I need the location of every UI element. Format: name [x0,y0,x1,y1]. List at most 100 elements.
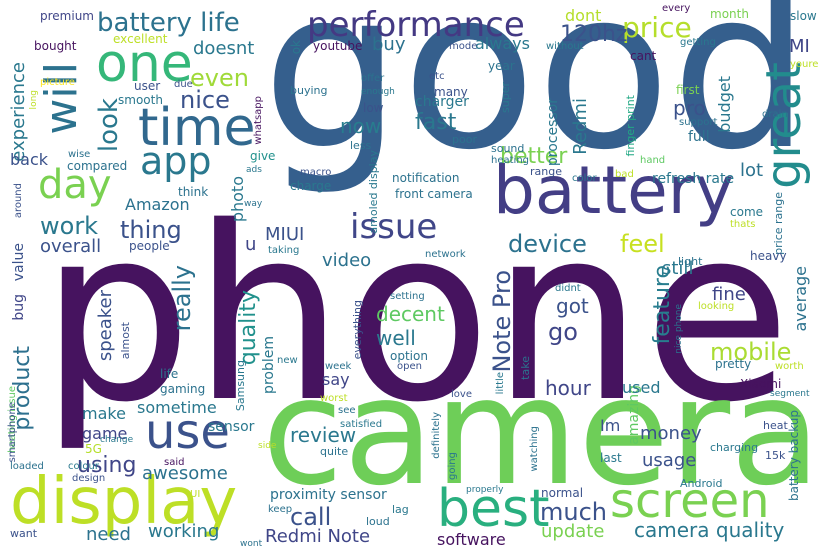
word-mobile: mobile [710,338,792,366]
word-sensor: sensor [208,419,255,435]
word-5g: 5G [85,442,102,456]
word-network: network [425,249,466,260]
word-charger: charger [415,94,469,110]
word-fast: fast [415,110,457,135]
word-buying: buying [290,84,328,97]
word-fine: fine [712,284,746,305]
word-segment: segment [770,389,810,399]
word-satisfied: satisfied [340,419,383,430]
word-normal: normal [541,486,584,500]
word-quite: quite [320,445,349,458]
word-using: using [77,453,137,478]
word-value: value [11,243,27,282]
word-offer: offer [361,73,385,84]
word-cant: cant [630,49,657,63]
word-well: well [376,326,416,350]
word-heat: heat [763,419,788,432]
word-sound: sound [491,142,525,155]
word-samsung: Samsung [234,360,247,412]
word-open: open [397,361,422,372]
word-bug: bug [11,294,27,321]
word-nice: nice [180,86,230,114]
word-problem: problem [261,336,277,394]
word-15k: 15k [765,449,786,462]
word-quality: quality [236,290,261,366]
word-charge: charge [290,179,332,193]
word-definitely: definitely [431,412,442,459]
word-looking: looking [698,301,735,312]
word-amazon: Amazon [125,195,190,214]
word-will: will [36,62,87,135]
word-bought: bought [34,39,77,53]
word-compared: compared [67,159,128,173]
word-camera: camera [262,346,821,518]
word-sometime: sometime [137,398,217,417]
word-performance: performance [307,5,525,45]
word-week: week [325,361,352,372]
word-color: color [572,173,597,184]
word-etc: etc [429,71,445,82]
word-back: back [10,150,49,169]
word-really: really [168,265,196,332]
word-im: Im [600,416,621,435]
word-great: great [756,62,812,189]
word-pretty: pretty [715,357,752,371]
word-due: due [174,79,193,90]
word-redmi: Redmi [570,98,591,155]
word-last: last [600,451,622,465]
word-ui: UI [190,489,201,500]
word-low: low [363,101,384,115]
word-battery-backup: battery backup [787,410,801,501]
word-note-pro: Note Pro [488,270,516,373]
word-premium: premium [40,9,94,23]
word-picture: picture [40,77,75,88]
word-budget: budget [715,76,734,133]
word-speaker: speaker [95,290,116,362]
word-xiaomi: Xiaomi [740,377,782,391]
word-review: review [290,423,357,447]
word-side: side [258,441,277,451]
word-people: people [129,239,170,253]
word-thats: thats [730,219,756,230]
word-front-camera: front camera [395,187,473,201]
word-hour: hour [545,376,591,400]
word-drain: drain [762,109,788,120]
word-ok: ok [289,40,303,55]
word-nice-phone: nice phone [674,304,684,354]
word-getting: getting [680,37,716,48]
word-need: need [86,524,131,545]
word-120hz: 120hz [560,22,628,47]
word-light: light [678,255,703,268]
word-first: first [676,83,700,97]
word-heating: heating [491,155,530,166]
word-even: even [190,64,249,92]
word-year: year [488,59,515,73]
word-mode: mode [449,41,478,52]
word-month: month [710,7,749,21]
word-taking: taking [268,245,300,256]
word-android: Android [680,477,723,490]
word-doesnt: doesnt [193,38,255,59]
word-average: average [791,266,810,332]
word-enough: enough [361,87,395,97]
word-redmi-note: Redmi Note [265,526,371,547]
word-game: game [82,424,128,443]
word-processor: processor [545,98,561,167]
word-video: video [322,250,372,271]
word-issue: issue [350,207,438,247]
word-feel: feel [620,230,665,258]
word-range: range [530,165,562,178]
word-refresh-rate: refresh rate [652,171,735,187]
word-didnt: didnt [555,283,581,294]
word-best: best [437,479,550,539]
word-time: time [138,98,256,158]
word-display: display [10,465,238,539]
word-say: say [322,370,350,389]
word-lag: lag [392,503,409,516]
word-everything: everything [351,300,364,360]
word-support: support [679,117,718,128]
word-day: day [38,162,112,208]
word-setting: setting [390,291,425,302]
word-properly: properly [466,485,504,495]
word-working: working [148,521,220,542]
